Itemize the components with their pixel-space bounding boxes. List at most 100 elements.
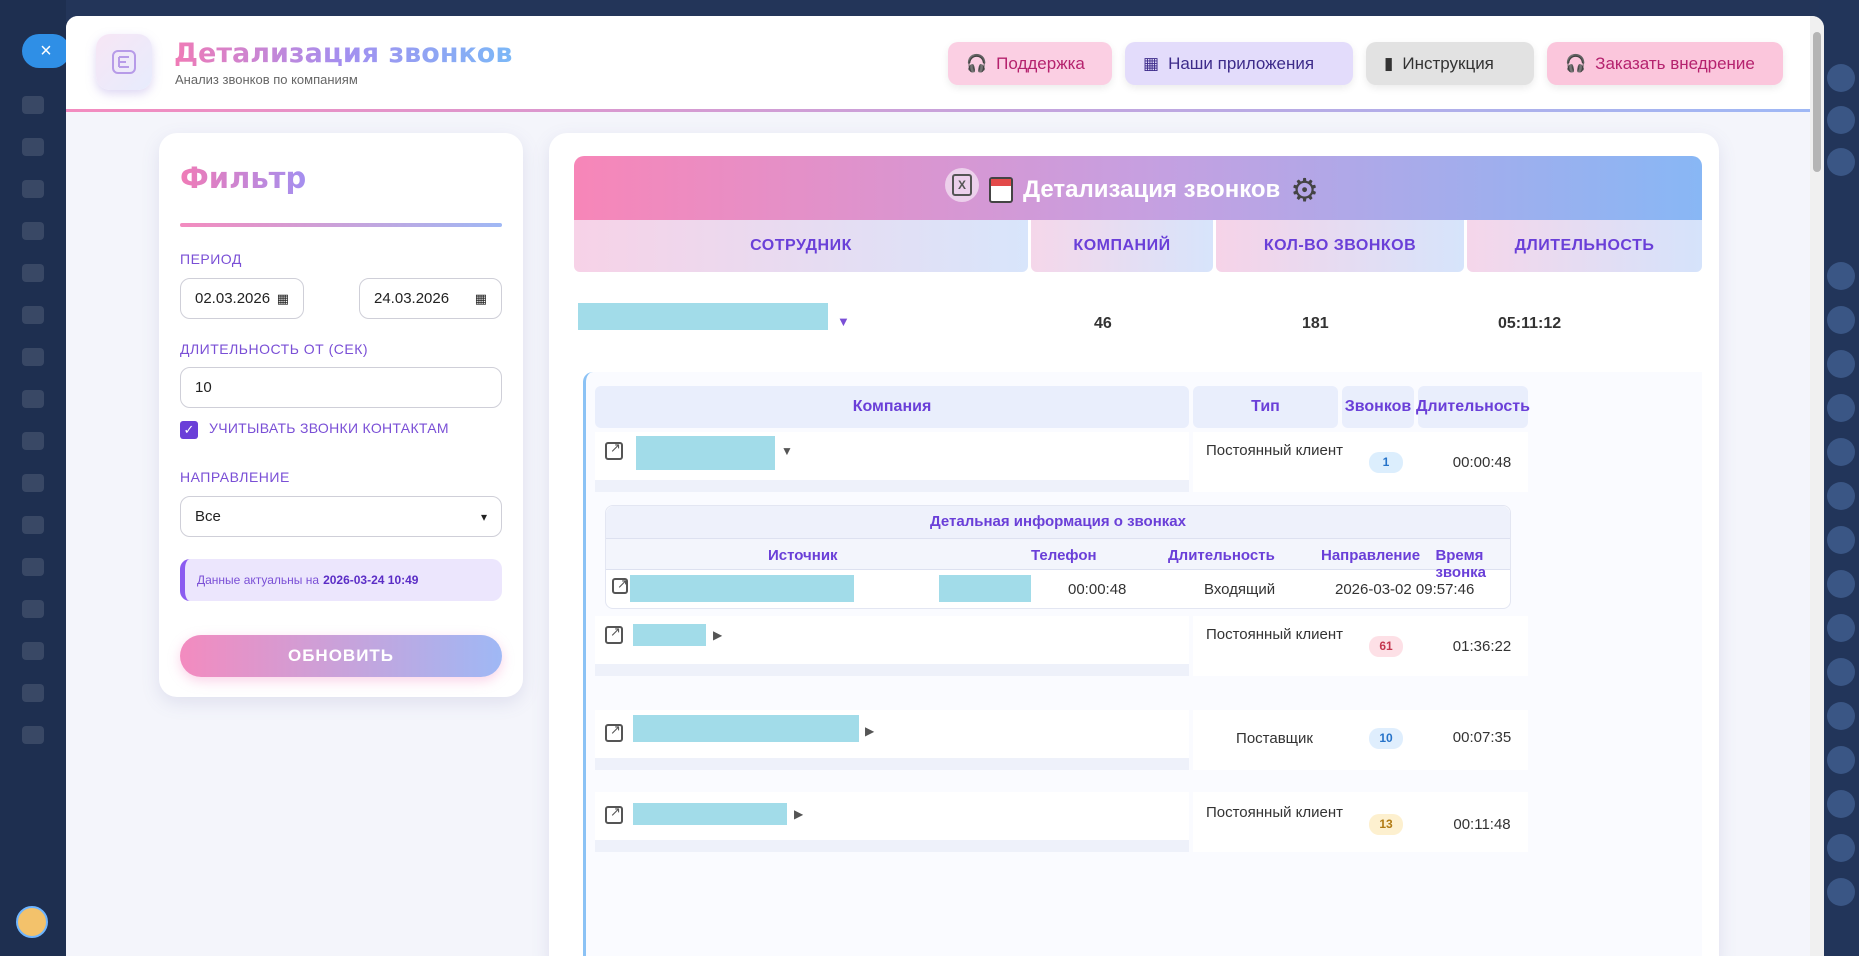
expand-arrow-icon[interactable]: ▶ — [865, 724, 875, 738]
report-panel: X Детализация звонков ⚙ СОТРУДНИК КОМПАН… — [549, 133, 1719, 956]
apps-button[interactable]: ▦ Наши приложения — [1125, 42, 1353, 85]
company-type: Постоянный клиент — [1205, 804, 1344, 821]
page-subtitle: Анализ звонков по компаниям — [175, 72, 358, 87]
expand-arrow-icon[interactable]: ▶ — [794, 807, 804, 821]
excel-icon: X — [952, 174, 972, 196]
duration-input[interactable]: 10 — [180, 367, 502, 408]
col-direction: Направление — [1321, 547, 1421, 564]
source-redacted — [630, 575, 854, 602]
page-title: Детализация звонков — [174, 38, 513, 69]
date-to-value: 24.03.2026 — [374, 290, 450, 307]
app-logo — [96, 34, 152, 90]
duration-value: 10 — [195, 379, 212, 396]
company-type: Постоянный клиент — [1205, 442, 1344, 459]
company-row[interactable]: ▼ Постоянный клиент 1 00:00:48 — [595, 432, 1528, 492]
open-link-icon[interactable] — [605, 804, 623, 824]
open-link-icon[interactable] — [612, 576, 628, 594]
company-table: Компания Тип Звонков Длительность ▼ Пост… — [583, 372, 1702, 956]
expand-arrow-icon[interactable]: ▶ — [713, 628, 723, 642]
company-row[interactable]: ▶ Поставщик 10 00:07:35 — [595, 710, 1528, 770]
filter-title: Фильтр — [180, 161, 307, 195]
logo-icon — [112, 50, 136, 74]
col-companies[interactable]: КОМПАНИЙ — [1031, 220, 1213, 272]
company-name-redacted — [636, 436, 775, 470]
call-detail-table: Детальная информация о звонках Источник … — [605, 505, 1511, 670]
refresh-button[interactable]: ОБНОВИТЬ — [180, 635, 502, 677]
support-button-label: Поддержка — [996, 53, 1085, 73]
scrollbar[interactable] — [1810, 16, 1824, 956]
period-label: ПЕРИОД — [180, 251, 242, 267]
app-modal: Детализация звонков Анализ звонков по ко… — [66, 16, 1824, 956]
date-from-input[interactable]: 02.03.2026 ▦ — [180, 278, 304, 319]
detail-title: Детальная информация о звонках — [606, 506, 1510, 538]
chevron-down-icon: ▾ — [480, 509, 487, 524]
col-type[interactable]: Тип — [1193, 386, 1338, 428]
book-icon: ▮ — [1384, 53, 1394, 73]
contacts-checkbox-label[interactable]: УЧИТЫВАТЬ ЗВОНКИ КОНТАКТАМ — [209, 420, 449, 436]
employee-calls: 181 — [1302, 315, 1329, 332]
company-row[interactable]: ▶ Постоянный клиент 61 01:36:22 — [595, 616, 1528, 676]
detail-duration-value: 00:00:48 — [1068, 581, 1127, 598]
phone-redacted — [939, 575, 1031, 602]
company-name-redacted — [633, 715, 859, 742]
export-excel-button[interactable]: X — [945, 168, 979, 202]
order-button[interactable]: 🎧 Заказать внедрение — [1547, 42, 1783, 85]
instruction-button-label: Инструкция — [1402, 53, 1494, 73]
open-link-icon[interactable] — [605, 624, 623, 644]
detail-duration: 00:00:48↓ — [1068, 581, 1143, 670]
company-type: Поставщик — [1236, 730, 1313, 747]
open-link-icon[interactable] — [605, 440, 623, 460]
detail-direction: Входящий — [1204, 581, 1276, 598]
col-source: Источник — [768, 547, 838, 564]
open-link-icon[interactable] — [605, 722, 623, 742]
calendar-icon[interactable]: ▦ — [276, 290, 289, 306]
background-sidebar — [0, 0, 66, 956]
report-title-wrap: Детализация звонков ⚙ — [989, 174, 1319, 206]
report-header: X Детализация звонков ⚙ — [574, 156, 1702, 220]
col-company[interactable]: Компания — [595, 386, 1189, 428]
col-employee[interactable]: СОТРУДНИК — [574, 220, 1028, 272]
date-to-input[interactable]: 24.03.2026 ▦ — [359, 278, 502, 319]
report-title: Детализация звонков — [1023, 176, 1281, 203]
col-company-duration[interactable]: Длительность — [1416, 386, 1530, 428]
calls-badge: 10 — [1369, 728, 1403, 749]
company-row[interactable]: ▶ Постоянный клиент 13 00:11:48 — [595, 792, 1528, 852]
background-right-panel — [1819, 0, 1859, 956]
user-avatar[interactable] — [16, 906, 48, 938]
filter-panel: Фильтр ПЕРИОД 02.03.2026 ▦ — 24.03.2026 … — [159, 133, 523, 697]
filter-divider — [180, 223, 502, 227]
calls-badge: 61 — [1369, 636, 1403, 657]
close-slider-button[interactable]: × — [22, 34, 70, 68]
employee-row[interactable]: ▼ 46 181 05:11:12 — [574, 293, 1702, 343]
expand-arrow-icon[interactable]: ▼ — [837, 314, 850, 329]
duration-label: ДЛИТЕЛЬНОСТЬ ОТ (СЕК) — [180, 341, 369, 357]
col-calls-count[interactable]: КОЛ-ВО ЗВОНКОВ — [1216, 220, 1464, 272]
employee-companies: 46 — [1094, 315, 1112, 332]
support-button[interactable]: 🎧 Поддержка — [948, 42, 1112, 85]
company-duration: 00:07:35 — [1452, 729, 1512, 746]
detail-call-time: 2026-03-02 09:57:46 — [1335, 581, 1475, 598]
col-detail-duration: Длительность — [1168, 547, 1275, 564]
company-name-redacted — [633, 624, 706, 646]
calendar-icon — [989, 177, 1013, 203]
scrollbar-thumb[interactable] — [1813, 32, 1821, 172]
headset-icon: 🎧 — [1565, 53, 1587, 73]
col-company-calls[interactable]: Звонков — [1342, 386, 1414, 428]
contacts-checkbox[interactable]: ✓ — [180, 421, 198, 439]
info-text: Данные актуальны на — [197, 573, 320, 587]
employee-name-redacted — [578, 303, 828, 330]
date-from-value: 02.03.2026 — [195, 290, 271, 307]
calendar-icon[interactable]: ▦ — [474, 290, 487, 306]
headset-icon: 🎧 — [966, 53, 988, 73]
direction-value: Все — [195, 508, 221, 525]
data-freshness-info: Данные актуальны на 2026-03-24 10:49 — [180, 559, 502, 601]
order-button-label: Заказать внедрение — [1595, 53, 1755, 73]
info-date: 2026-03-24 10:49 — [323, 573, 419, 587]
col-duration[interactable]: ДЛИТЕЛЬНОСТЬ — [1467, 220, 1702, 272]
instruction-button[interactable]: ▮ Инструкция — [1366, 42, 1534, 85]
company-duration: 00:00:48 — [1452, 454, 1512, 471]
direction-select[interactable]: Все ▾ — [180, 496, 502, 537]
collapse-arrow-icon[interactable]: ▼ — [781, 444, 793, 458]
company-name-redacted — [633, 803, 787, 825]
gear-icon[interactable]: ⚙ — [1290, 172, 1319, 208]
